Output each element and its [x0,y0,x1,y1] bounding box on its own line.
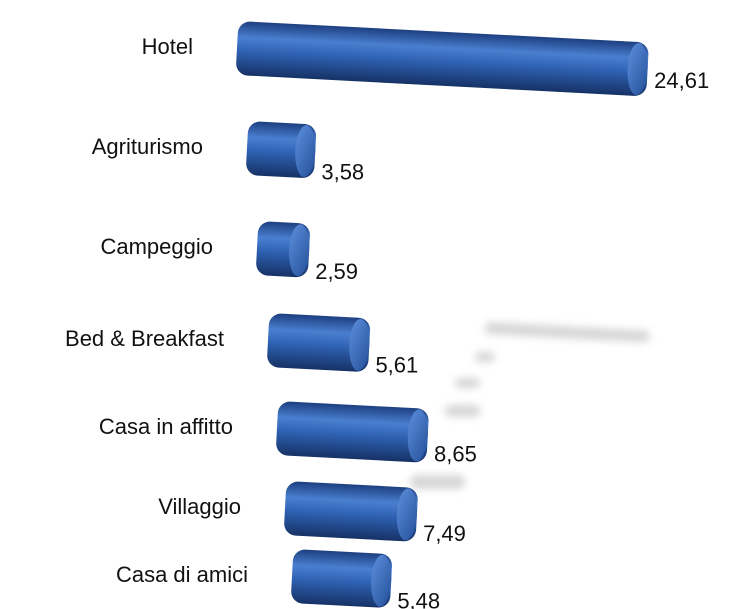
bar-group [267,313,371,372]
bar [267,313,371,372]
y-tick-label: Casa in affitto [99,414,233,439]
bar-cap [396,488,417,541]
shadows [410,322,650,489]
bar-group [276,401,429,463]
data-label: 5,48 [397,588,440,609]
bar-group [256,221,310,278]
bar [291,549,392,608]
data-label: 24,61 [654,68,709,93]
bar-cap [407,409,428,462]
bar-cap [295,125,316,178]
data-label: 2,59 [315,259,358,284]
data-label: 3,58 [321,160,364,185]
bar [284,481,418,542]
bar-cap [627,43,648,95]
bar [276,401,429,463]
bar-group [246,121,317,178]
y-tick-label: Campeggio [100,234,213,259]
bar-cap [289,224,310,277]
data-label: 8,65 [434,442,477,467]
y-tick-label: Villaggio [158,494,241,519]
y-tick-label: Bed & Breakfast [65,326,224,351]
bar-group [284,481,418,542]
bar-group [291,549,392,608]
y-tick-label: Casa di amici [116,562,248,587]
bar-group [236,21,649,96]
data-label: 5,61 [375,352,418,377]
bar [236,21,649,96]
bar-cap [371,554,392,607]
y-tick-label: Hotel [142,34,193,59]
y-tick-label: Agriturismo [92,134,203,159]
data-label: 7,49 [423,521,466,546]
bar-cap [349,318,370,371]
